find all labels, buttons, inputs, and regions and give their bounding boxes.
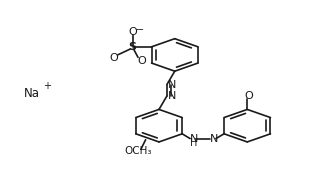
Text: N: N	[168, 91, 177, 101]
Text: N: N	[168, 80, 177, 90]
Text: OCH₃: OCH₃	[124, 146, 151, 156]
Text: +: +	[43, 81, 51, 91]
Text: N: N	[190, 134, 198, 144]
Text: N: N	[210, 134, 218, 144]
Text: O: O	[109, 53, 118, 63]
Text: O: O	[245, 91, 253, 101]
Text: S: S	[129, 42, 137, 52]
Text: O: O	[138, 56, 147, 66]
Text: −: −	[136, 25, 145, 35]
Text: H: H	[190, 138, 198, 148]
Text: Na: Na	[24, 87, 39, 100]
Text: O: O	[128, 28, 137, 37]
